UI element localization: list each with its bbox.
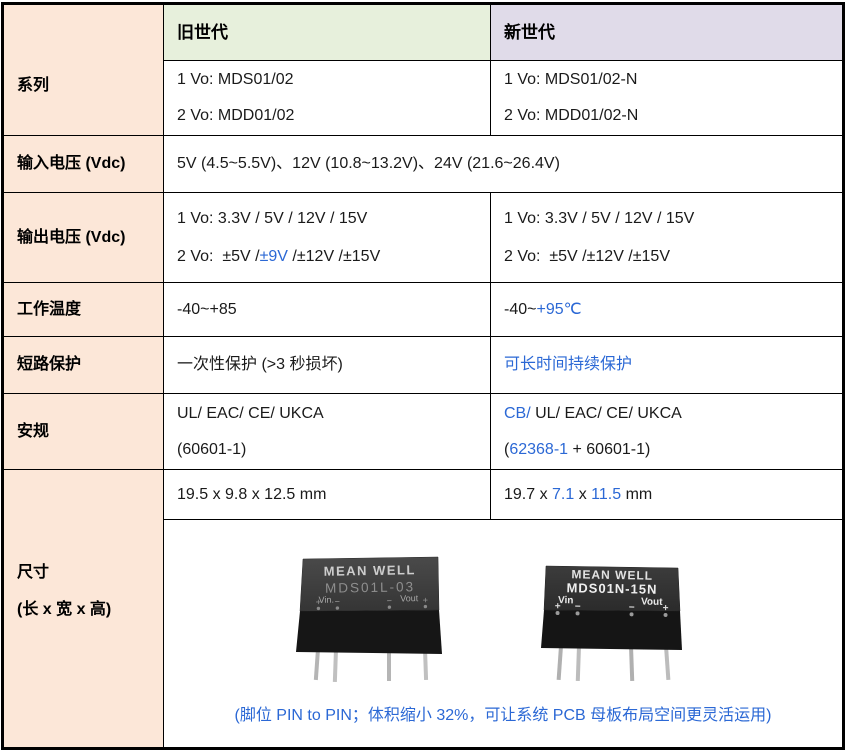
new-module-vout-plus: + (663, 603, 669, 614)
dimensions-label-line2: (长 x 宽 x 高) (17, 600, 112, 618)
new-module-pins (556, 645, 671, 682)
dimensions-new-cell: 19.7 x 7.1 x 11.5 mm (491, 470, 842, 520)
dimensions-old-value: 19.5 x 9.8 x 12.5 mm (177, 485, 327, 503)
old-module-pins (313, 648, 429, 683)
output-voltage-label-text: 输出电压 (Vdc) (17, 228, 126, 246)
dimensions-new-highlight2: 11.5 (591, 485, 622, 503)
new-module-brand-text: MEAN WELL (571, 567, 653, 582)
dimensions-old-cell: 19.5 x 9.8 x 12.5 mm (164, 470, 491, 520)
old-module-vout-plus: + (423, 595, 428, 605)
safety-old-cell: UL/ EAC/ CE/ UKCA (60601-1) (164, 394, 491, 470)
dimensions-label-line1: 尺寸 (17, 563, 50, 581)
operating-temp-new-cell: -40~+95℃ (491, 283, 842, 337)
old-module-vin-plus: + (316, 597, 321, 607)
old-module-body (296, 610, 442, 654)
output-voltage-old-line1: 1 Vo: 3.3V / 5V / 12V / 15V (177, 209, 368, 227)
new-module-pin-pads (555, 611, 668, 617)
input-voltage-value-cell: 5V (4.5~5.5V)、12V (10.8~13.2V)、24V (21.6… (164, 136, 842, 193)
output-voltage-old-cell: 1 Vo: 3.3V / 5V / 12V / 15V 2 Vo: ±5V /±… (164, 193, 491, 283)
operating-temp-new-highlight: +95℃ (536, 300, 582, 318)
safety-new-line1-rest: UL/ EAC/ CE/ UKCA (530, 404, 682, 422)
output-voltage-old-line2: 2 Vo: ±5V /±9V /±12V /±15V (177, 238, 484, 276)
new-module-photo: MEAN WELL MDS01N-15N Vin Vout + − − + (541, 565, 682, 682)
new-module-vin-label: Vin (558, 595, 574, 606)
safety-new-line2-pre: ( (504, 440, 510, 458)
row-label-short-circuit: 短路保护 (4, 337, 164, 394)
output-voltage-old-line2-pre: 2 Vo: ±5V / (177, 247, 260, 265)
operating-temp-old-value: -40~+85 (177, 300, 237, 318)
series-new-cell: 1 Vo: MDS01/02-N 2 Vo: MDD01/02-N (491, 61, 842, 136)
old-generation-header-text: 旧世代 (177, 22, 228, 42)
old-module-photo: MEAN WELL MDS01L-03 Vin. Vout + − − + (296, 556, 442, 683)
output-voltage-old-line2-post: /±12V /±15V (287, 247, 381, 265)
dimensions-new-post: mm (621, 485, 653, 503)
new-module-vout-label: Vout (641, 597, 663, 608)
old-module-brand-text: MEAN WELL (324, 562, 416, 579)
row-label-dimensions: 尺寸 (长 x 宽 x 高) (4, 470, 164, 747)
operating-temp-label-text: 工作温度 (17, 300, 82, 318)
module-photos-cell: MEAN WELL MDS01L-03 Vin. Vout + − − + (164, 520, 842, 747)
safety-old-line2: (60601-1) (177, 440, 247, 458)
short-circuit-label-text: 短路保护 (17, 356, 82, 373)
old-module-vout-label: Vout (400, 593, 419, 603)
operating-temp-new-value: -40~+95℃ (504, 299, 836, 321)
new-module-top-face (543, 565, 681, 612)
operating-temp-old-cell: -40~+85 (164, 283, 491, 337)
row-label-output-voltage: 输出电压 (Vdc) (4, 193, 164, 283)
old-module-vin-label: Vin. (319, 595, 335, 605)
output-voltage-old-line2-highlight: ±9V (259, 247, 288, 265)
old-module-pin-pads (316, 604, 428, 611)
new-generation-header-text: 新世代 (504, 22, 555, 42)
safety-new-line2: (62368-1 + 60601-1) (504, 432, 836, 468)
pin-to-pin-note: (脚位 PIN to PIN；体积缩小 32%，可让系统 PCB 母板布局空间更… (234, 707, 772, 724)
safety-new-line2-highlight: 62368-1 (509, 440, 569, 458)
safety-new-line2-rest: + 60601-1) (568, 440, 651, 458)
series-label-text: 系列 (17, 77, 50, 94)
output-voltage-new-line1: 1 Vo: 3.3V / 5V / 12V / 15V (504, 209, 695, 227)
safety-label-text: 安规 (17, 422, 50, 440)
safety-new-cell: CB/ UL/ EAC/ CE/ UKCA (62368-1 + 60601-1… (491, 394, 842, 470)
new-module-body (541, 610, 682, 650)
safety-new-line1-highlight: CB/ (504, 404, 531, 422)
short-circuit-old-cell: 一次性保护 (>3 秒损坏) (164, 337, 491, 394)
series-old-line2: 2 Vo: MDD01/02 (177, 107, 295, 124)
short-circuit-new-cell: 可长时间持续保护 (491, 337, 842, 394)
dimensions-new-value: 19.7 x 7.1 x 11.5 mm (504, 484, 836, 506)
row-label-safety: 安规 (4, 394, 164, 470)
new-module-vin-plus: + (555, 601, 561, 612)
row-label-series: 系列 (4, 5, 164, 136)
old-module-vin-minus: − (335, 597, 340, 607)
safety-new-line1: CB/ UL/ EAC/ CE/ UKCA (504, 396, 836, 432)
new-module-vin-minus: − (575, 601, 581, 612)
input-voltage-label-text: 输入电压 (Vdc) (17, 155, 126, 172)
dimensions-new-mid: x (574, 485, 592, 503)
input-voltage-value: 5V (4.5~5.5V)、12V (10.8~13.2V)、24V (21.6… (177, 155, 560, 172)
output-voltage-new-cell: 1 Vo: 3.3V / 5V / 12V / 15V 2 Vo: ±5V /±… (491, 193, 842, 283)
dimensions-new-pre: 19.7 x (504, 485, 553, 503)
output-voltage-new-line2: 2 Vo: ±5V /±12V /±15V (504, 247, 670, 265)
dimensions-new-highlight1: 7.1 (552, 485, 575, 503)
old-module-top-face (299, 556, 440, 612)
safety-old-line1: UL/ EAC/ CE/ UKCA (177, 404, 324, 422)
old-generation-header: 旧世代 (164, 5, 491, 61)
new-generation-header: 新世代 (491, 5, 842, 61)
row-label-input-voltage: 输入电压 (Vdc) (4, 136, 164, 193)
series-new-line1: 1 Vo: MDS01/02-N (504, 71, 638, 88)
series-old-line1: 1 Vo: MDS01/02 (177, 71, 294, 88)
row-label-operating-temp: 工作温度 (4, 283, 164, 337)
operating-temp-new-pre: -40~ (504, 300, 537, 318)
short-circuit-old-value: 一次性保护 (>3 秒损坏) (177, 356, 343, 373)
old-module-model-text: MDS01L-03 (325, 579, 415, 596)
new-module-model-text: MDS01N-15N (566, 580, 657, 597)
old-module-vout-minus: − (387, 596, 392, 606)
short-circuit-new-value: 可长时间持续保护 (504, 356, 633, 373)
series-new-line2: 2 Vo: MDD01/02-N (504, 107, 639, 124)
new-module-vout-minus: − (629, 602, 635, 613)
series-old-cell: 1 Vo: MDS01/02 2 Vo: MDD01/02 (164, 61, 491, 136)
